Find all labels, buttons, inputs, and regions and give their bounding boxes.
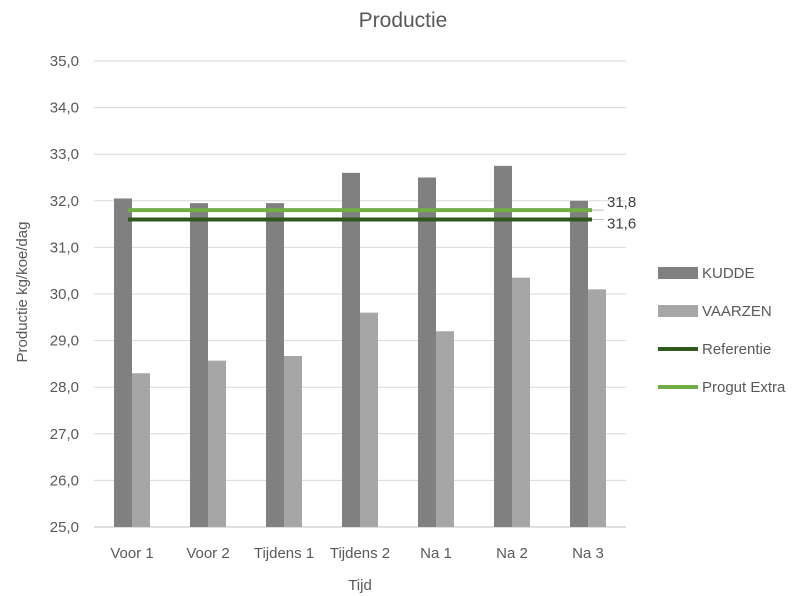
legend-swatch — [658, 305, 698, 317]
y-tick-label: 32,0 — [50, 193, 79, 210]
y-tick-label: 27,0 — [50, 426, 79, 443]
legend-label: Progut Extra — [702, 379, 786, 396]
y-tick-label: 30,0 — [50, 286, 79, 303]
y-tick-label: 31,0 — [50, 239, 79, 256]
bars — [114, 165, 606, 528]
reference-value-label: 31,6 — [607, 215, 636, 232]
y-tick-label: 34,0 — [50, 100, 79, 117]
x-tick-label: Voor 2 — [186, 545, 229, 562]
legend-swatch — [658, 267, 698, 279]
bar-vaarzen — [360, 312, 378, 527]
y-tick-labels: 25,0 26,0 27,0 28,0 29,0 30,0 31,0 32,0 33,0 34,0… — [50, 53, 79, 536]
y-tick-label: 29,0 — [50, 333, 79, 350]
bar-vaarzen — [284, 355, 302, 527]
y-tick-label: 25,0 — [50, 519, 79, 536]
chart-title: Productie — [359, 9, 448, 32]
x-tick-label: Tijdens 2 — [330, 545, 390, 562]
x-tick-label: Tijdens 1 — [254, 545, 314, 562]
bar-vaarzen — [512, 277, 530, 527]
x-axis-title: Tijd — [348, 577, 372, 594]
y-axis-title: Productie kg/koe/dag — [14, 222, 31, 363]
legend: KUDDE VAARZEN Referentie Progut Extra — [658, 265, 786, 396]
y-tick-label: 28,0 — [50, 379, 79, 396]
y-tick-label: 26,0 — [50, 472, 79, 489]
bar-kudde — [570, 200, 588, 528]
x-tick-label: Na 3 — [572, 545, 604, 562]
bar-kudde — [190, 203, 208, 527]
bar-kudde — [266, 203, 284, 527]
bar-kudde — [114, 198, 132, 527]
y-tick-label: 33,0 — [50, 146, 79, 163]
bar-vaarzen — [588, 289, 606, 527]
bar-vaarzen — [436, 331, 454, 527]
bar-vaarzen — [132, 373, 150, 527]
x-tick-label: Voor 1 — [110, 545, 153, 562]
legend-label: Referentie — [702, 341, 771, 358]
y-tick-label: 35,0 — [50, 53, 79, 70]
reference-value-label: 31,8 — [607, 194, 636, 211]
x-tick-label: Na 2 — [496, 545, 528, 562]
legend-label: KUDDE — [702, 265, 755, 282]
bar-vaarzen — [208, 360, 226, 527]
bar-kudde — [342, 172, 360, 527]
bar-kudde — [494, 165, 512, 527]
bar-kudde — [418, 177, 436, 527]
x-tick-label: Na 1 — [420, 545, 452, 562]
reference-lines: 31,6 31,8 — [128, 194, 636, 232]
x-tick-labels: Voor 1 Voor 2 Tijdens 1 Tijdens 2 Na 1 Na 2 Na… — [110, 545, 604, 562]
legend-label: VAARZEN — [702, 303, 772, 320]
